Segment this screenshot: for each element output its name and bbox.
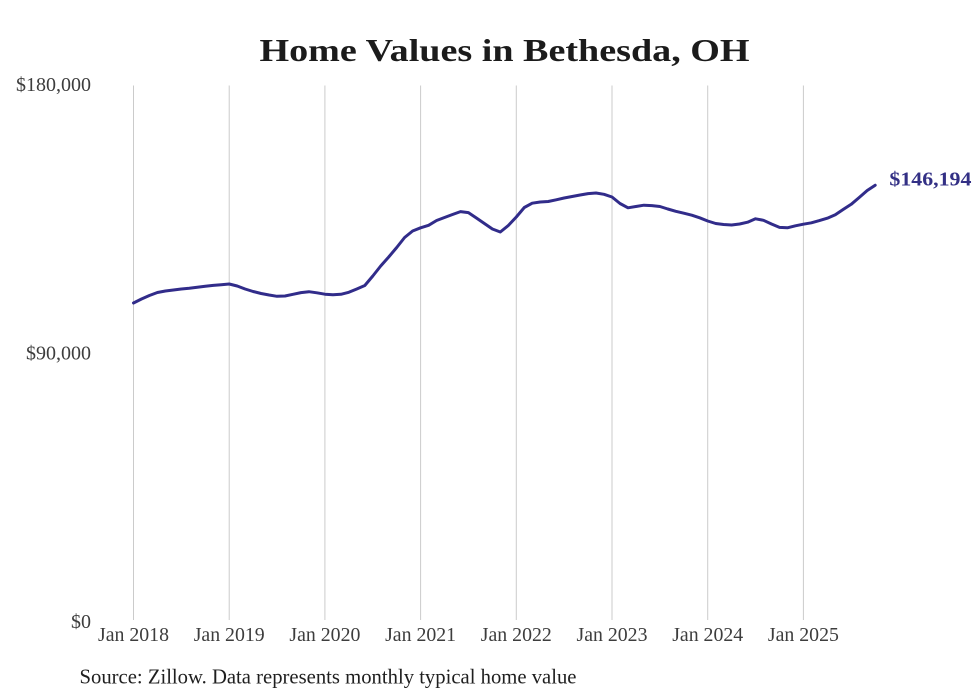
svg-text:Jan 2022: Jan 2022 xyxy=(481,624,552,646)
svg-text:Home Values in Bethesda, OH: Home Values in Bethesda, OH xyxy=(260,32,750,68)
svg-text:Jan 2021: Jan 2021 xyxy=(385,624,456,646)
svg-text:Jan 2025: Jan 2025 xyxy=(768,624,839,646)
svg-text:Jan 2020: Jan 2020 xyxy=(289,624,360,646)
svg-text:$90,000: $90,000 xyxy=(26,343,91,365)
svg-text:$180,000: $180,000 xyxy=(16,74,91,96)
svg-text:Jan 2023: Jan 2023 xyxy=(577,624,648,646)
svg-text:$0: $0 xyxy=(71,611,91,633)
svg-text:Jan 2024: Jan 2024 xyxy=(672,624,743,646)
svg-text:Source: Zillow. Data represent: Source: Zillow. Data represents monthly … xyxy=(80,665,577,689)
svg-text:$146,194: $146,194 xyxy=(889,168,971,190)
svg-text:Jan 2019: Jan 2019 xyxy=(194,624,265,646)
svg-text:Jan 2018: Jan 2018 xyxy=(98,624,169,646)
